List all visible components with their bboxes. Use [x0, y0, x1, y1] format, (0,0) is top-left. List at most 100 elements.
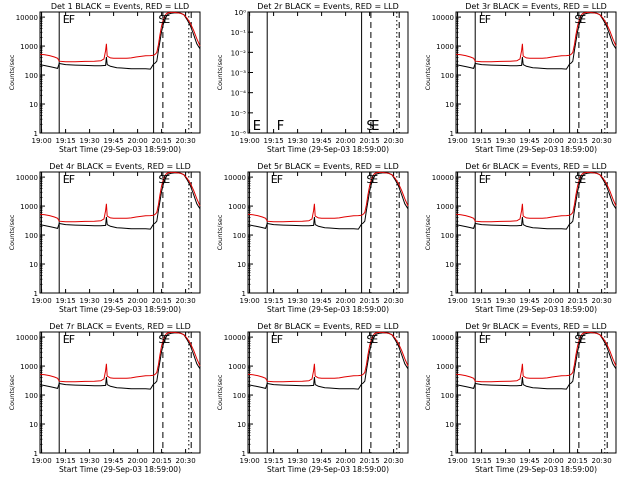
x-tick-label: 20:30 [384, 297, 404, 305]
interval-marker: S [366, 333, 373, 346]
y-tick-label: 1 [450, 450, 454, 458]
interval-marker: E [163, 13, 170, 26]
x-tick-label: 19:30 [80, 297, 100, 305]
x-axis-label: Start Time (29-Sep-03 18:59:00) [59, 465, 181, 474]
plot-frame [247, 171, 409, 294]
x-tick-label: 20:15 [360, 297, 380, 305]
x-tick-label: 19:15 [56, 457, 76, 465]
x-axis-label: Start Time (29-Sep-03 18:59:00) [475, 465, 597, 474]
x-tick-label: 20:15 [152, 297, 172, 305]
y-tick-label: 10000 [224, 334, 246, 342]
x-tick-label: 20:30 [176, 297, 196, 305]
y-tick-label: 10⁻⁶ [231, 130, 247, 138]
y-tick-label: 1000 [20, 363, 38, 371]
interval-marker: E [371, 173, 378, 186]
x-tick-label: 19:45 [520, 137, 540, 145]
plot-frame [247, 11, 409, 134]
interval-marker: F [485, 333, 491, 346]
panel-6: Det 6r BLACK = Events, RED = LLD 19:00 19:… [424, 162, 617, 314]
x-tick-label: 20:30 [384, 137, 404, 145]
y-tick-label: 100 [25, 232, 38, 240]
interval-marker: E [479, 173, 486, 186]
x-tick-label: 19:00 [32, 297, 52, 305]
y-tick-label: 100 [441, 72, 454, 80]
interval-marker: S [158, 13, 165, 26]
x-tick-label: 19:45 [520, 297, 540, 305]
y-tick-label: 10 [29, 261, 38, 269]
series-lld [455, 11, 617, 63]
y-tick-label: 1000 [228, 203, 246, 211]
y-tick-label: 100 [25, 392, 38, 400]
interval-marker: E [253, 119, 261, 134]
interval-marker: E [271, 173, 278, 186]
y-tick-label: 1 [450, 130, 454, 138]
x-tick-label: 20:15 [152, 137, 172, 145]
interval-marker: F [69, 333, 75, 346]
y-tick-label: 10⁻⁴ [231, 90, 247, 98]
x-tick-label: 20:00 [128, 297, 148, 305]
x-tick-label: 19:00 [240, 137, 260, 145]
x-tick-label: 19:15 [472, 457, 492, 465]
x-tick-label: 19:15 [472, 137, 492, 145]
series-lld [247, 331, 409, 383]
series-lld [455, 331, 617, 383]
interval-marker: E [371, 333, 378, 346]
y-tick-label: 10⁻⁵ [231, 110, 247, 118]
x-tick-label: 19:45 [312, 297, 332, 305]
y-tick-label: 1 [34, 450, 38, 458]
panel-title: Det 8r BLACK = Events, RED = LLD [257, 322, 399, 331]
y-tick-label: 100 [441, 232, 454, 240]
x-tick-label: 20:00 [128, 137, 148, 145]
x-tick-label: 19:15 [472, 297, 492, 305]
x-tick-label: 20:00 [336, 297, 356, 305]
interval-marker: F [277, 119, 284, 134]
x-tick-label: 19:45 [312, 457, 332, 465]
plot-frame [455, 171, 617, 294]
y-tick-label: 10⁰ [234, 9, 246, 17]
y-tick-label: 1 [34, 290, 38, 298]
panel-title: Det 7r BLACK = Events, RED = LLD [49, 322, 191, 331]
y-axis-label: Counts/sec [8, 54, 16, 90]
x-tick-label: 19:45 [520, 457, 540, 465]
interval-marker: E [371, 119, 379, 134]
plot-frame [247, 331, 409, 454]
x-tick-label: 19:30 [288, 137, 308, 145]
y-tick-label: 10 [29, 421, 38, 429]
y-tick-label: 1 [242, 290, 246, 298]
x-tick-label: 19:00 [240, 297, 260, 305]
interval-marker: E [579, 173, 586, 186]
y-tick-label: 10000 [432, 14, 454, 22]
plot-frame [39, 171, 201, 294]
y-tick-label: 1000 [20, 43, 38, 51]
interval-marker: F [277, 173, 283, 186]
series-lld [39, 171, 201, 223]
x-tick-label: 20:15 [360, 457, 380, 465]
x-tick-label: 19:00 [448, 457, 468, 465]
panel-title: Det 2r BLACK = Events, RED = LLD [257, 2, 399, 11]
interval-marker: F [69, 13, 75, 26]
x-tick-label: 19:45 [104, 457, 124, 465]
x-tick-label: 19:15 [264, 137, 284, 145]
x-tick-label: 20:00 [128, 457, 148, 465]
panel-title: Det 9r BLACK = Events, RED = LLD [465, 322, 607, 331]
y-tick-label: 1000 [436, 363, 454, 371]
x-tick-label: 20:15 [568, 457, 588, 465]
y-tick-label: 100 [233, 232, 246, 240]
x-tick-label: 19:15 [56, 297, 76, 305]
x-axis-label: Start Time (29-Sep-03 18:59:00) [267, 305, 389, 314]
panel-3: Det 3r BLACK = Events, RED = LLD 19:00 19:… [424, 2, 617, 154]
interval-marker: E [163, 173, 170, 186]
panel-4: Det 4r BLACK = Events, RED = LLD 19:00 19:… [8, 162, 201, 314]
interval-marker: E [579, 333, 586, 346]
panel-title: Det 5r BLACK = Events, RED = LLD [257, 162, 399, 171]
interval-marker: E [271, 333, 278, 346]
y-tick-label: 100 [25, 72, 38, 80]
x-tick-label: 20:30 [592, 297, 612, 305]
y-axis-label: Counts/sec [424, 214, 432, 250]
y-tick-label: 10000 [432, 334, 454, 342]
x-tick-label: 19:00 [32, 137, 52, 145]
x-tick-label: 20:00 [544, 297, 564, 305]
x-tick-label: 20:30 [176, 137, 196, 145]
x-tick-label: 20:30 [384, 457, 404, 465]
y-tick-label: 1 [450, 290, 454, 298]
